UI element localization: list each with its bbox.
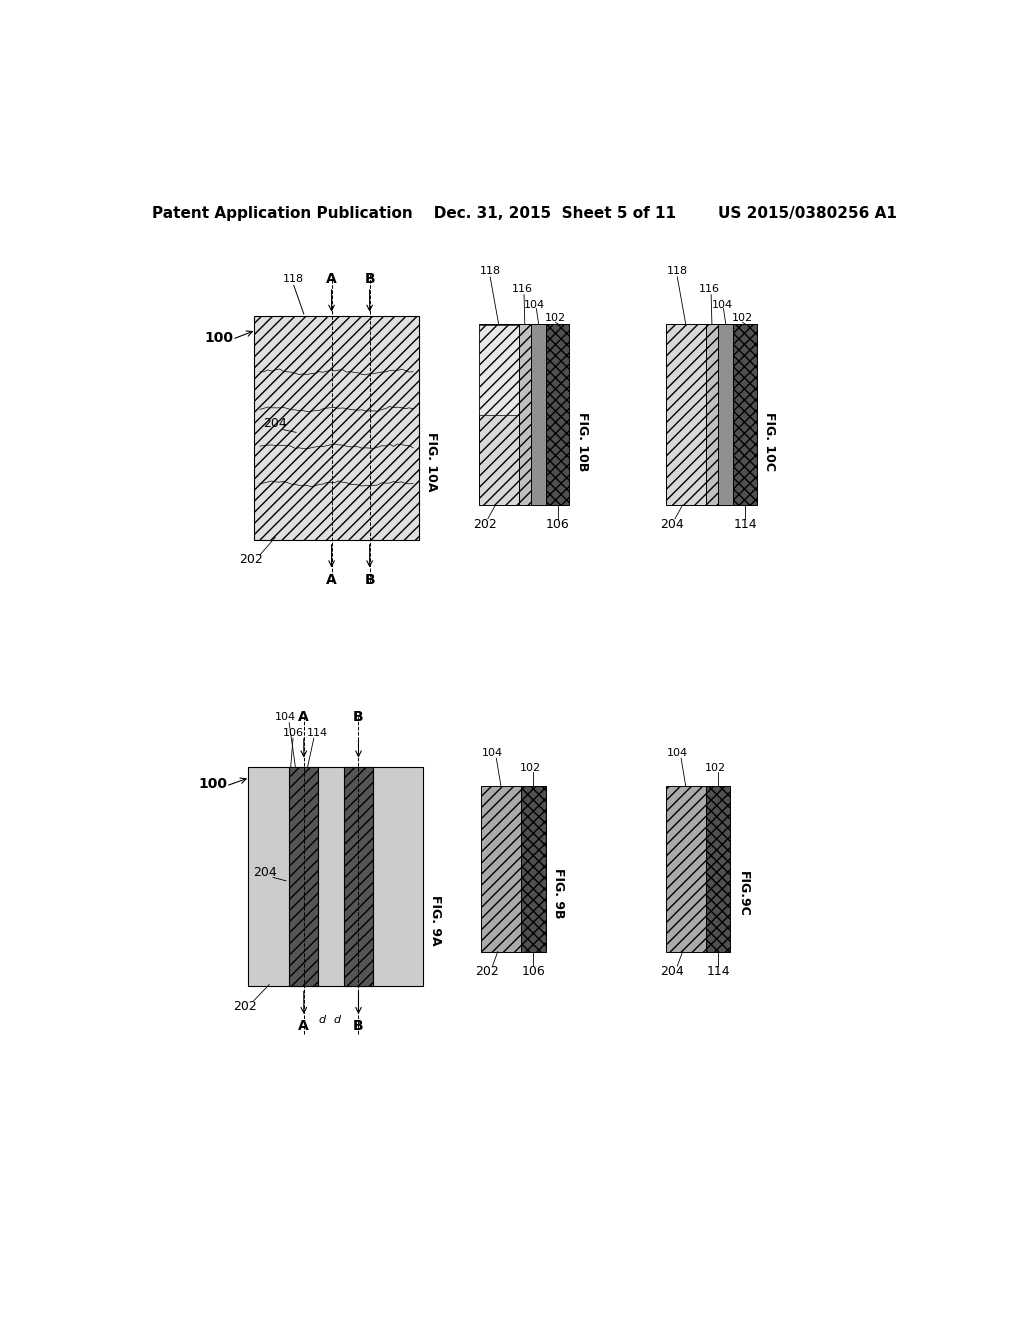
Text: 204: 204: [253, 866, 276, 879]
Text: A: A: [298, 1019, 309, 1034]
Text: 106: 106: [521, 965, 545, 978]
Bar: [666, 323, 706, 506]
Text: 106: 106: [283, 727, 303, 738]
Text: 114: 114: [707, 965, 730, 978]
Text: FIG. 9A: FIG. 9A: [429, 895, 442, 945]
Bar: [733, 323, 757, 506]
Text: d: d: [334, 1015, 341, 1026]
Text: 102: 102: [545, 313, 566, 323]
Text: d: d: [318, 1015, 326, 1026]
Text: 118: 118: [479, 265, 501, 276]
Text: B: B: [353, 1019, 364, 1034]
Text: 102: 102: [705, 763, 726, 774]
Bar: [666, 785, 706, 952]
Text: 106: 106: [546, 519, 569, 532]
Text: B: B: [365, 272, 375, 286]
Text: 204: 204: [660, 519, 684, 532]
Text: 104: 104: [524, 300, 546, 310]
Bar: [481, 785, 521, 952]
Bar: [248, 767, 423, 986]
Bar: [518, 323, 531, 506]
Text: 202: 202: [233, 999, 257, 1012]
Text: FIG. 10B: FIG. 10B: [575, 412, 589, 471]
Text: 100: 100: [205, 331, 233, 345]
Text: 102: 102: [519, 763, 541, 774]
Bar: [521, 785, 546, 952]
Text: 204: 204: [263, 417, 287, 430]
Text: A: A: [327, 573, 337, 586]
Bar: [478, 325, 518, 414]
Text: 104: 104: [667, 748, 688, 758]
Text: 104: 104: [274, 711, 296, 722]
Bar: [547, 323, 569, 506]
Text: 202: 202: [240, 553, 263, 566]
Text: 114: 114: [307, 727, 329, 738]
Text: FIG.9C: FIG.9C: [736, 871, 750, 916]
Text: 104: 104: [482, 748, 503, 758]
Text: 102: 102: [732, 313, 754, 323]
Text: 118: 118: [284, 275, 304, 284]
Bar: [718, 323, 733, 506]
Text: 202: 202: [475, 965, 499, 978]
Text: A: A: [327, 272, 337, 286]
Text: B: B: [365, 573, 375, 586]
Bar: [344, 767, 373, 986]
Text: 116: 116: [699, 284, 720, 293]
Text: 100: 100: [199, 776, 227, 791]
Text: A: A: [298, 710, 309, 723]
Bar: [254, 317, 419, 540]
Text: 202: 202: [473, 519, 497, 532]
Text: FIG. 10C: FIG. 10C: [763, 412, 776, 471]
Text: FIG. 9B: FIG. 9B: [552, 869, 565, 919]
Text: FIG. 10A: FIG. 10A: [425, 432, 438, 491]
Bar: [706, 785, 730, 952]
Text: 116: 116: [512, 284, 532, 293]
Text: 118: 118: [667, 265, 688, 276]
Bar: [289, 767, 318, 986]
Bar: [531, 323, 547, 506]
Bar: [478, 323, 518, 506]
Bar: [706, 323, 718, 506]
Text: B: B: [353, 710, 364, 723]
Text: Patent Application Publication    Dec. 31, 2015  Sheet 5 of 11        US 2015/03: Patent Application Publication Dec. 31, …: [153, 206, 897, 222]
Text: 204: 204: [660, 965, 684, 978]
Text: 104: 104: [712, 300, 732, 310]
Text: 114: 114: [733, 519, 757, 532]
